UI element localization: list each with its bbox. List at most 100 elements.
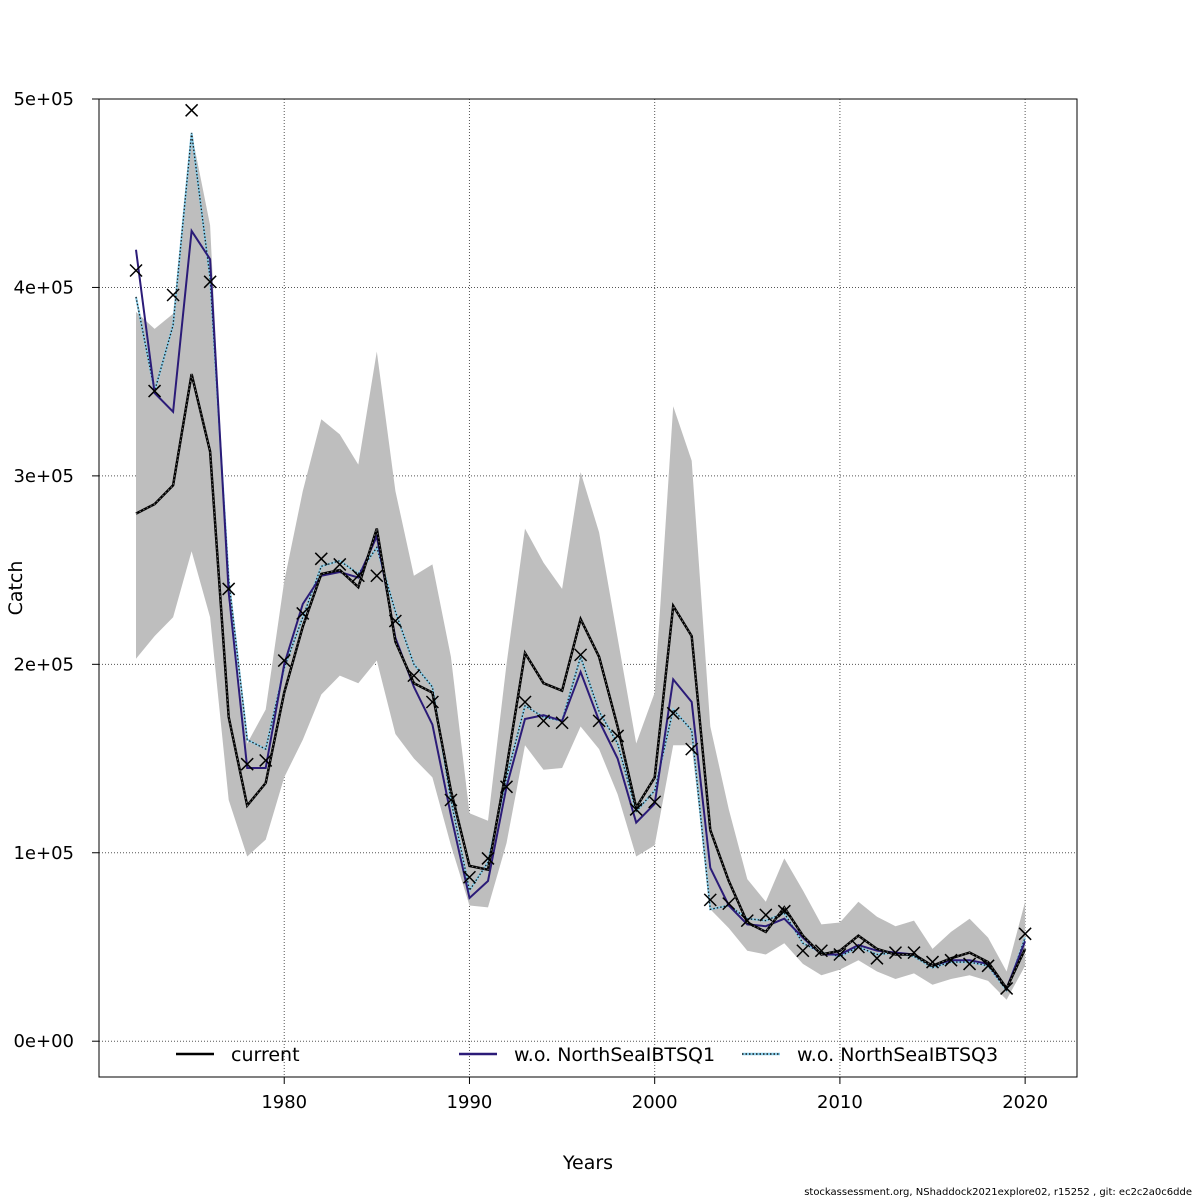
observation-marker [981,959,995,973]
observation-marker [333,557,347,571]
legend-label-current: current [231,1044,300,1066]
observation-marker [870,951,884,965]
observation-marker-stroke [296,606,310,620]
legend-label-wo-q1: w.o. NorthSeaIBTSQ1 [514,1044,715,1066]
observation-marker [740,914,754,928]
x-axis-title: Years [562,1152,613,1174]
observation-marker [907,946,921,960]
observation-marker [574,648,588,662]
observation-marker-stroke [1018,927,1032,941]
observation-marker [222,582,236,596]
observation-marker-stroke [944,953,958,967]
x-tick-label: 2000 [632,1092,678,1113]
observation-marker-stroke [925,955,940,969]
observation-marker [351,569,365,583]
observation-marker [888,946,903,960]
observation-marker [148,384,162,398]
observation-marker [1018,927,1032,941]
observation-marker-stroke [148,384,162,398]
observation-marker-stroke [851,940,865,954]
observation-marker [685,742,699,756]
observation-marker-stroke [777,904,791,918]
observation-marker-stroke [259,753,273,767]
observation-marker [203,275,217,289]
observation-marker [518,695,532,709]
observation-marker [277,654,291,668]
y-tick-label: 1e+05 [13,843,74,864]
observation-marker [481,851,495,865]
observation-marker [185,103,199,117]
observation-marker-stroke [185,103,199,117]
observation-marker-stroke [888,946,903,960]
legend: current w.o. NorthSeaIBTSQ1 w.o. NorthSe… [176,1044,998,1066]
observation-marker [314,552,328,566]
observation-marker-stroke [740,914,754,928]
observation-marker [240,757,254,771]
observation-marker-stroke [981,959,995,973]
observation-marker-stroke [333,557,347,571]
y-tick-label: 0e+00 [13,1031,74,1052]
observation-marker-stroke [277,654,291,668]
observation-marker-stroke [370,569,384,583]
observation-marker [851,940,865,954]
y-tick-label: 2e+05 [13,654,74,675]
confidence-band [136,132,1026,1000]
observation-marker [166,288,180,302]
observation-marker-stroke [222,582,236,596]
observation-marker-stroke [722,897,736,911]
observation-marker-stroke [425,695,439,709]
observation-marker-stroke [703,893,717,907]
observation-marker-stroke [907,946,921,960]
x-axis: 1980 1990 2000 2010 2020 [261,1077,1048,1113]
observation-marker-stroke [629,802,643,816]
observation-marker [407,669,421,683]
observation-marker-stroke [1000,981,1014,995]
observation-marker [1000,981,1014,995]
observation-marker-stroke [648,795,662,809]
observation-marker [425,695,439,709]
observation-marker [499,780,514,794]
series-lines [135,132,1027,993]
observation-marker-stroke [518,695,532,709]
x-tick-label: 1990 [447,1092,493,1113]
footer-credit: stockassessment.org, NShaddock2021explor… [804,1187,1192,1198]
x-tick-label: 2020 [1002,1092,1048,1113]
observation-marker-stroke [666,706,680,720]
y-axis-title: Catch [5,561,27,616]
plot-frame [98,98,1078,1078]
observation-marker [925,955,940,969]
observation-marker [537,714,551,728]
observation-marker [555,716,569,730]
observation-marker [648,795,662,809]
x-tick-label: 1980 [261,1092,307,1113]
observation-marker [611,729,625,743]
observation-marker [259,753,273,767]
observation-marker [777,904,791,918]
series-line-current [135,373,1027,991]
observation-marker [833,947,847,962]
y-tick-label: 4e+05 [13,277,74,298]
observation-marker-stroke [388,614,402,628]
y-axis: 0e+00 1e+05 2e+05 3e+05 4e+05 5e+05 [13,89,99,1052]
observation-marker [944,953,958,967]
observation-marker-stroke [814,944,828,958]
observation-marker [814,944,828,958]
observation-marker [703,893,717,907]
observation-marker-stroke [833,947,847,962]
observation-marker-stroke [444,793,458,807]
observation-marker-stroke [685,742,699,756]
observation-marker-stroke [555,716,569,730]
observation-marker-stroke [611,729,625,743]
legend-label-wo-q3: w.o. NorthSeaIBTSQ3 [797,1044,998,1066]
observation-marker-stroke [407,669,421,683]
observation-marker [388,614,402,628]
observation-marker [462,870,476,884]
observation-marker [370,569,384,583]
observation-marker [722,897,736,911]
series-line-wo-q1 [135,227,1027,991]
observation-marker-stroke [129,263,143,278]
x-tick-label: 2010 [817,1092,863,1113]
observation-marker [296,606,310,620]
y-tick-label: 5e+05 [13,89,74,110]
